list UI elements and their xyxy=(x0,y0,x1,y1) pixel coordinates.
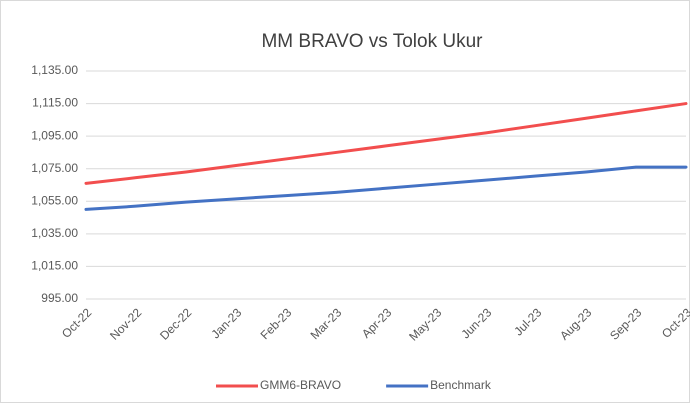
y-tick-label: 995.00 xyxy=(41,291,78,305)
y-tick-label: 1,075.00 xyxy=(31,161,78,175)
y-tick-label: 1,135.00 xyxy=(31,63,78,77)
y-tick-label: 1,015.00 xyxy=(31,259,78,273)
chart-title: MM BRAVO vs Tolok Ukur xyxy=(261,31,483,52)
line-series xyxy=(84,102,688,185)
y-tick-label: 1,055.00 xyxy=(31,193,78,207)
legend-label: GMM6-BRAVO xyxy=(260,378,341,392)
y-tick-label: 1,115.00 xyxy=(32,96,78,110)
legend-label: Benchmark xyxy=(430,378,492,392)
line-series xyxy=(84,165,688,211)
y-tick-label: 1,095.00 xyxy=(31,128,78,142)
y-tick-label: 1,035.00 xyxy=(31,226,78,240)
